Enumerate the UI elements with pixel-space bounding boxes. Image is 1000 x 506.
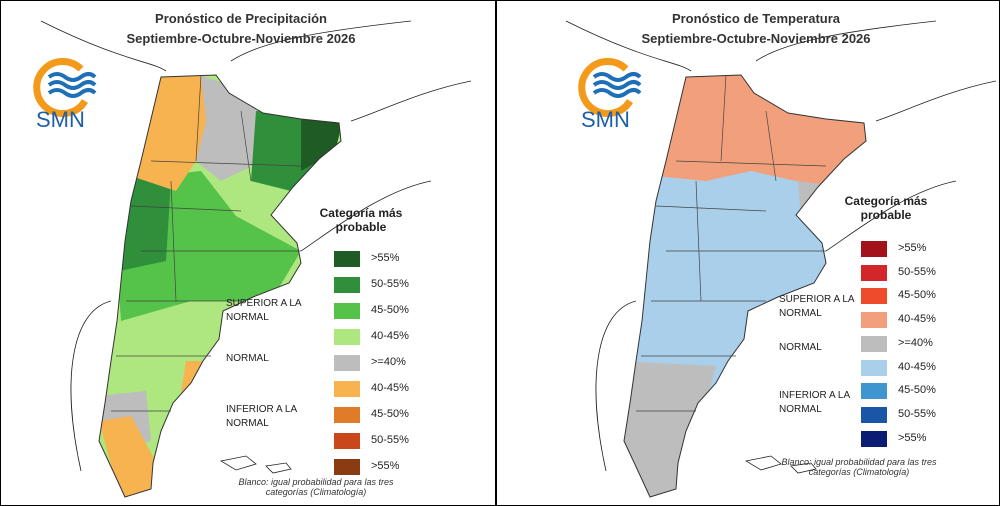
legend-swatch <box>861 406 887 423</box>
legend-group: INFERIOR A LA NORMAL <box>779 390 850 415</box>
legend-label: 40-45% <box>898 313 936 326</box>
logo-text: SMN <box>581 107 630 132</box>
province-lines <box>111 74 302 412</box>
logo-ring <box>33 58 88 117</box>
note: Blanco: igual probabilidad para las tres… <box>238 477 394 497</box>
legend-label: 40-45% <box>371 330 409 342</box>
legend-swatch <box>334 381 360 397</box>
map-region <box>301 119 341 171</box>
legend-title: Categoría más probable <box>319 206 403 234</box>
legend-label: 40-45% <box>371 382 409 394</box>
divider <box>495 1 497 505</box>
legend-label: 50-55% <box>371 278 409 290</box>
legend-swatch <box>334 303 360 319</box>
country-outline <box>98 74 342 498</box>
legend-label: 45-50% <box>371 304 409 316</box>
legend-label: >=40% <box>371 356 406 368</box>
map-region <box>624 361 716 497</box>
logo-ring <box>578 58 633 117</box>
legend-label: 45-50% <box>898 289 936 302</box>
legend-label: 45-50% <box>898 384 936 397</box>
legend-swatch <box>861 430 887 447</box>
legend-swatch <box>861 383 887 400</box>
map-region <box>116 176 171 271</box>
legend-group: NORMAL <box>779 342 822 353</box>
panel: SMN Pronóstico de Precipitación Septiembre… <box>1 1 496 505</box>
map-region <box>656 75 866 186</box>
legend-group: INFERIOR A LA NORMAL <box>226 404 297 429</box>
legend-swatch <box>334 251 360 267</box>
map <box>565 20 996 498</box>
logo-wave <box>592 88 642 98</box>
legend-swatch <box>861 312 887 329</box>
map-region <box>181 361 211 393</box>
logo-text: SMN <box>36 107 85 132</box>
subtitle: Septiembre-Octubre-Noviembre 2026 <box>641 31 871 46</box>
legend-swatch <box>334 459 360 475</box>
logo-wave <box>47 80 97 90</box>
legend-label: 45-50% <box>371 408 409 420</box>
legend-label: >=40% <box>898 336 933 349</box>
logo-wave <box>592 72 642 82</box>
legend-swatch <box>334 433 360 449</box>
legend-label: 50-55% <box>371 434 409 446</box>
panel: SMN Pronóstico de Temperatura Septiembre-O… <box>501 1 996 505</box>
legend-swatch <box>334 355 360 371</box>
logo-wave <box>47 72 97 82</box>
country-outline <box>623 74 867 498</box>
legend-swatch <box>861 359 887 376</box>
legend-swatch <box>334 407 360 423</box>
legend-swatch <box>334 329 360 345</box>
logo-wave <box>47 88 97 98</box>
legend-group: SUPERIOR A LA NORMAL <box>779 294 855 319</box>
legend-swatch <box>861 264 887 281</box>
legend-swatch <box>861 241 887 257</box>
title: Pronóstico de Temperatura <box>671 11 841 26</box>
map-region <box>99 416 161 497</box>
legend-title: Categoría más probable <box>844 194 928 222</box>
legend-label: 40-45% <box>898 360 936 373</box>
title: Pronóstico de Precipitación <box>155 11 327 26</box>
legend-label: 50-55% <box>898 265 936 278</box>
legend-label: >55% <box>898 431 927 444</box>
legend-swatch <box>861 288 887 305</box>
neighbour-border <box>565 20 996 472</box>
note: Blanco: igual probabilidad para las tres… <box>781 457 937 477</box>
legend-label: >55% <box>898 242 927 254</box>
legend-swatch <box>861 335 887 352</box>
subtitle: Septiembre-Octubre-Noviembre 2026 <box>126 31 356 46</box>
islands <box>219 455 292 474</box>
legend-label: >55% <box>371 460 400 472</box>
legend-group: SUPERIOR A LA NORMAL <box>226 298 302 323</box>
islands <box>744 455 817 474</box>
legend-swatch <box>334 277 360 293</box>
province-lines <box>636 74 827 412</box>
neighbour-border <box>40 20 472 472</box>
map <box>33 20 472 498</box>
legend-group: NORMAL <box>226 353 269 364</box>
legend-label: 50-55% <box>898 407 936 420</box>
logo-wave <box>592 80 642 90</box>
legend-label: >55% <box>371 252 400 264</box>
